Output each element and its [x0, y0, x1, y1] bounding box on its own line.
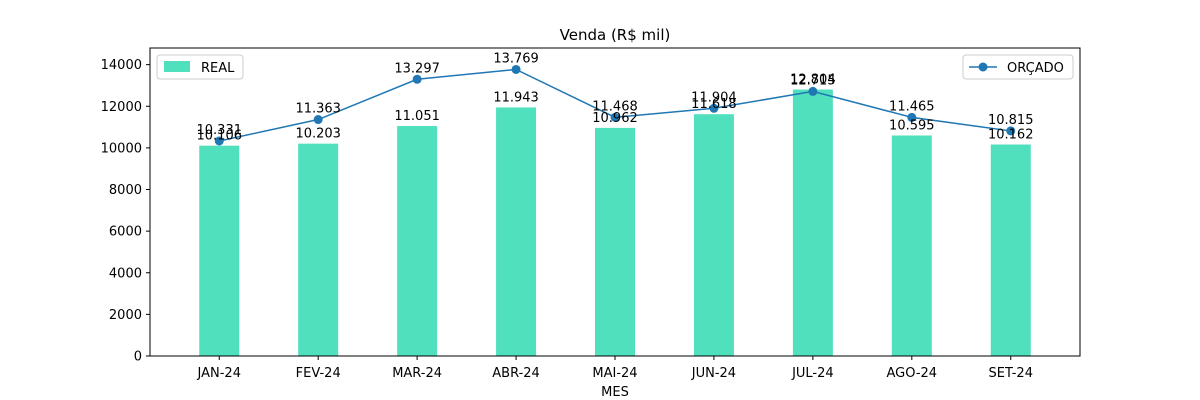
x-tick-label: MAI-24: [592, 366, 637, 381]
line-data-label: 13.297: [394, 61, 440, 76]
y-tick-label: 8000: [109, 183, 142, 198]
line-data-label: 12.715: [790, 73, 836, 88]
y-axis: 0 2000 4000 6000 8000 10000 12000 14000: [101, 58, 150, 365]
x-tick-label: JAN-24: [197, 366, 241, 381]
legend-orcado-frame: [962, 54, 1074, 80]
x-axis-title: MES: [601, 385, 629, 400]
x-tick-label: ABR-24: [492, 366, 540, 381]
bar-real-jun-24: [693, 114, 734, 356]
line-series-group: [214, 64, 1016, 146]
legend-real: REAL: [156, 54, 244, 80]
bar-real-mar-24: [397, 126, 438, 356]
bar-real-ago-24: [891, 135, 932, 356]
legend-real-label: REAL: [201, 61, 235, 76]
line-data-label: 10.331: [197, 123, 243, 138]
line-data-label: 11.468: [592, 99, 638, 114]
point-orcado-ago-24: [907, 112, 917, 122]
line-data-label: 13.769: [493, 51, 539, 66]
bar-real-set-24: [990, 144, 1031, 356]
x-tick-label: AGO-24: [887, 366, 938, 381]
bar-real-mai-24: [595, 127, 635, 357]
legend-orcado-label: ORÇADO: [1007, 61, 1064, 76]
legend-orcado-marker: [978, 62, 988, 72]
point-orcado-jan-24: [214, 136, 224, 146]
x-tick-label: MAR-24: [392, 366, 442, 381]
line-data-label: 11.465: [889, 99, 935, 114]
bar-data-label: 12.804: [790, 73, 836, 88]
point-orcado-set-24: [1006, 126, 1016, 136]
bar-data-label: 10.106: [197, 129, 243, 144]
x-axis: JAN-24 FEV-24 MAR-24 ABR-24 MAI-24 JUN-24 JUL-…: [197, 356, 1033, 381]
point-orcado-mai-24: [610, 112, 620, 122]
y-tick-label: 0: [134, 350, 142, 365]
bar-data-label: 10.962: [592, 111, 638, 126]
y-tick-label: 12000: [101, 100, 142, 115]
line-data-label: 11.904: [691, 90, 737, 105]
y-tick-label: 6000: [109, 225, 142, 240]
point-orcado-abr-24: [511, 64, 521, 74]
y-tick-label: 4000: [109, 266, 142, 281]
line-data-label: 10.815: [988, 113, 1034, 128]
bar-data-label: 11.051: [394, 109, 440, 124]
data-labels-group: 10.106 10.203 11.051 11.943 10.962 11.618 12.8…: [197, 51, 1034, 143]
bar-data-label: 11.618: [691, 97, 737, 112]
bar-data-label: 10.595: [889, 119, 935, 134]
x-tick-label: JUL-24: [791, 366, 834, 381]
bar-real-jul-24: [792, 89, 833, 356]
legend-real-swatch: [164, 61, 190, 72]
bar-data-label: 11.943: [493, 90, 539, 105]
point-orcado-mar-24: [412, 74, 422, 84]
x-tick-label: SET-24: [989, 366, 1033, 381]
bar-data-label: 10.162: [988, 128, 1034, 143]
point-orcado-jul-24: [808, 86, 818, 96]
bar-series-group: [199, 89, 1031, 357]
x-tick-label: FEV-24: [296, 366, 341, 381]
point-orcado-jun-24: [709, 103, 719, 113]
x-tick-label: JUN-24: [691, 366, 736, 381]
chart-title: Venda (R$ mil): [560, 26, 671, 44]
bar-real-abr-24: [496, 107, 537, 357]
bar-real-jan-24: [199, 145, 240, 356]
y-tick-label: 14000: [101, 58, 142, 73]
bar-real-fev-24: [298, 143, 339, 356]
point-orcado-fev-24: [313, 115, 323, 125]
legend-orcado: ORÇADO: [962, 54, 1074, 80]
y-tick-label: 10000: [101, 141, 142, 156]
bar-data-label: 10.203: [295, 127, 341, 142]
y-tick-label: 2000: [109, 308, 142, 323]
line-data-label: 11.363: [295, 102, 341, 117]
